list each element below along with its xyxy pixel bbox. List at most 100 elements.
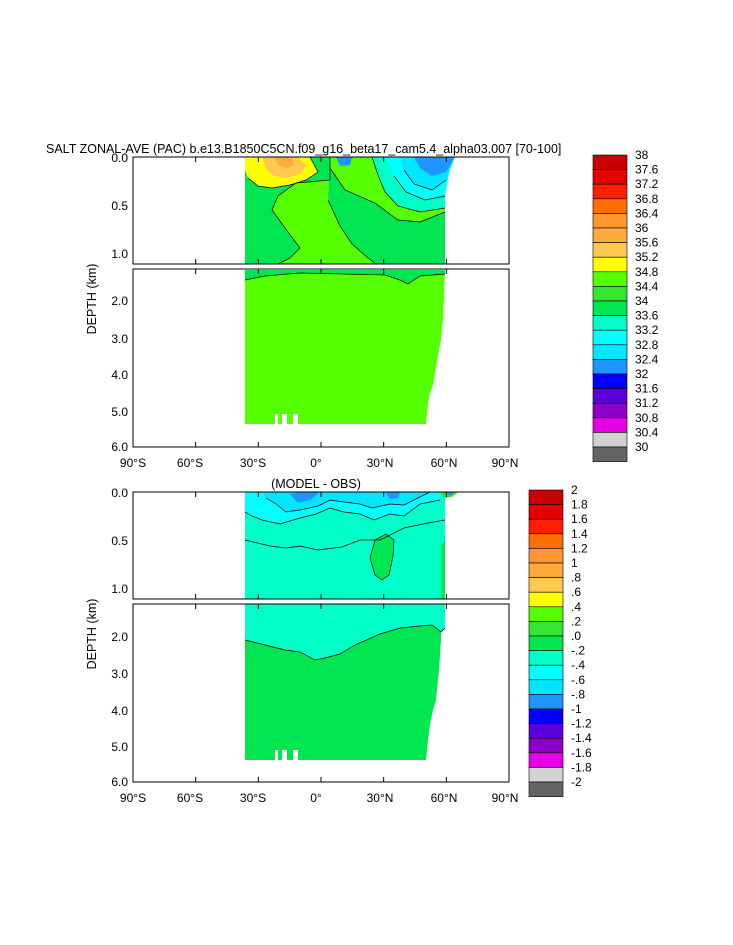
colorbar-label: 31.6 [635, 382, 659, 396]
contour-line [327, 199, 377, 265]
colorbar-label: 36.4 [635, 206, 659, 220]
x-tick-label: 60°S [177, 456, 203, 470]
colorbar-swatch [528, 723, 564, 739]
colorbar-label: 31.2 [635, 396, 659, 410]
contour-line [265, 491, 431, 513]
colorbar-label: 36.8 [635, 192, 659, 206]
x-axis: 90°S 60°S 30°S 0° 30°N 60°N 90°N [120, 791, 518, 805]
y-tick-label: 0.0 [111, 486, 128, 500]
colorbar-swatch [528, 548, 564, 564]
colorbar-swatch [528, 533, 564, 549]
colorbar-label: -1.2 [571, 717, 592, 731]
colorbar-label: 1.4 [571, 527, 588, 541]
fill-neg0.2-0.0 [245, 520, 445, 599]
colorbar: 21.81.61.41.21.8.6.4.2.0-.2-.4-.6-.8-1-1… [528, 483, 592, 797]
x-tick-label: 0° [310, 456, 322, 470]
colorbar-label: -1 [571, 702, 582, 716]
fill-neg-anomaly [446, 492, 454, 496]
x-tick-label: 90°S [120, 456, 146, 470]
colorbar-swatch [528, 606, 564, 622]
chart-model-minus-obs: (MODEL - OBS) 0.0 0.5 [85, 477, 592, 805]
fill-0.0-0.2 [245, 625, 441, 760]
y-tick-label: 4.0 [111, 704, 128, 718]
fill-34.0-34.4 [245, 270, 445, 284]
colorbar-swatch [592, 169, 628, 185]
y-tick-label: 0.5 [111, 199, 128, 213]
colorbar-swatch [592, 198, 628, 214]
colorbar-swatch [592, 359, 628, 375]
colorbar-swatch [592, 256, 628, 273]
colorbar-swatch [592, 154, 628, 170]
colorbar-swatch [528, 518, 564, 535]
colorbar-label: 33.6 [635, 309, 659, 323]
colorbar-label: 32.4 [635, 352, 659, 366]
contour-line [403, 169, 447, 191]
y-tick-label: 2.0 [111, 630, 128, 644]
colorbar-swatch [592, 402, 628, 419]
colorbar-label: .6 [571, 585, 581, 599]
fill-0.0-0.2 [370, 534, 394, 580]
fill-34.4-34.8 [245, 272, 445, 424]
colorbar-label: -.6 [571, 673, 585, 687]
colorbar-swatch [592, 446, 628, 462]
colorbar-swatch [528, 664, 564, 681]
x-tick-label: 30°N [367, 791, 394, 805]
y-tick-label: 0.5 [111, 534, 128, 548]
colorbar-label: 38 [635, 148, 649, 162]
x-tick-label: 60°N [431, 456, 458, 470]
contour-line [371, 156, 446, 213]
colorbar-label: 1 [571, 556, 578, 570]
contour-line [244, 519, 446, 551]
x-axis: 90°S 60°S 30°S 0° 30°N 60°N 90°N [120, 456, 518, 470]
chart-salinity: SALT ZONAL-AVE (PAC) b.e13.B1850C5CN.f09… [46, 142, 659, 470]
colorbar-swatch [592, 417, 628, 433]
colorbar-swatch [528, 752, 564, 768]
colorbar-label: 30.8 [635, 411, 659, 425]
colorbar-label: -1.4 [571, 731, 592, 745]
lower-panel [132, 603, 510, 783]
contour-line [244, 624, 446, 661]
y-axis: 0.0 0.5 1.0 2.0 3.0 4.0 5.0 6.0 DEPTH (k… [85, 151, 128, 454]
contour-line [271, 157, 331, 265]
colorbar-label: 32.8 [635, 338, 659, 352]
fill-neg0.8-neg0.6 [290, 492, 320, 503]
colorbar-label: .4 [571, 600, 581, 614]
y-axis-label: DEPTH (km) [85, 264, 99, 335]
colorbar-label: 37.6 [635, 163, 659, 177]
contour-line [244, 499, 441, 525]
y-axis: 0.0 0.5 1.0 2.0 3.0 4.0 5.0 6.0 DEPTH (k… [85, 486, 128, 789]
colorbar-label: 35.6 [635, 236, 659, 250]
colorbar-swatch [592, 373, 628, 389]
colorbar-label: 1.2 [571, 541, 588, 555]
colorbar-swatch [592, 300, 628, 316]
x-tick-label: 90°N [492, 456, 519, 470]
contour-line [393, 175, 446, 201]
chart-title: SALT ZONAL-AVE (PAC) b.e13.B1850C5CN.f09… [46, 142, 561, 156]
colorbar-label: 35.2 [635, 250, 659, 264]
contour-line [329, 167, 446, 223]
x-tick-label: 30°S [240, 456, 266, 470]
x-tick-label: 90°S [120, 791, 146, 805]
y-tick-label: 4.0 [111, 368, 128, 382]
fill-36.0-36.4 [275, 157, 294, 168]
colorbar-label: -1.6 [571, 746, 592, 760]
y-tick-label: 2.0 [111, 294, 128, 308]
y-tick-label: 1.0 [111, 247, 128, 261]
colorbar-swatch [592, 271, 628, 287]
colorbar-label: 32 [635, 367, 649, 381]
colorbar-label: 34.8 [635, 265, 659, 279]
x-tick-label: 60°S [177, 791, 203, 805]
x-tick-label: 30°S [240, 791, 266, 805]
colorbar-label: -1.8 [571, 760, 592, 774]
colorbar-swatch [528, 621, 564, 637]
colorbar-swatch [528, 562, 564, 578]
colorbar-swatch [528, 577, 564, 593]
contour-line [247, 156, 319, 189]
colorbar-swatch [528, 635, 564, 651]
colorbar-label: 30.4 [635, 425, 659, 439]
colorbar-swatch [528, 737, 564, 754]
colorbar-swatch [592, 242, 628, 258]
colorbar-swatch [528, 708, 564, 724]
colorbar-label: -.4 [571, 658, 585, 672]
colorbar-swatch [592, 227, 628, 243]
